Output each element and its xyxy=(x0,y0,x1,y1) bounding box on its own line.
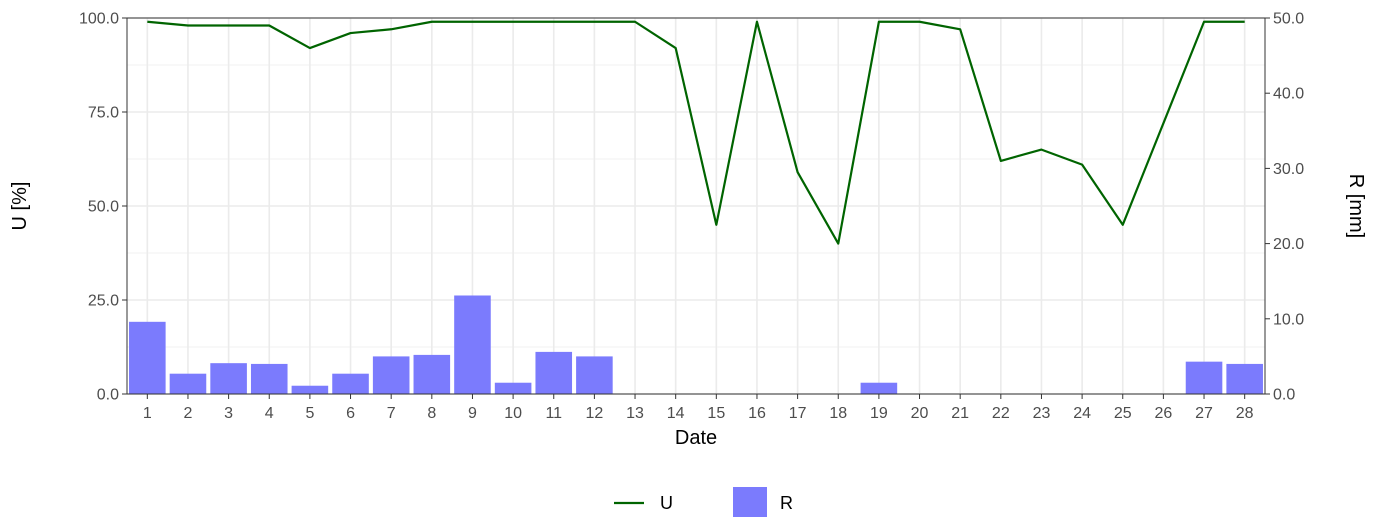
y-left-tick-label: 50.0 xyxy=(88,199,119,216)
r-bar xyxy=(454,295,491,394)
x-tick-label: 1 xyxy=(143,405,152,422)
x-axis-title: Date xyxy=(675,427,717,449)
r-bar xyxy=(372,356,410,394)
x-tick-label: 12 xyxy=(585,405,603,422)
x-tick-label: 14 xyxy=(667,405,685,422)
r-bars xyxy=(129,295,1263,394)
x-tick-label: 8 xyxy=(427,405,436,422)
r-bar xyxy=(129,321,166,394)
y-left-tick-label: 75.0 xyxy=(88,105,119,122)
x-tick-label: 23 xyxy=(1033,405,1051,422)
legend: U R xyxy=(614,487,793,517)
y-right-tick-label: 50.0 xyxy=(1273,11,1304,28)
x-tick-label: 22 xyxy=(992,405,1010,422)
y-right-tick-label: 30.0 xyxy=(1273,161,1304,178)
x-tick-label: 5 xyxy=(305,405,314,422)
r-bar xyxy=(413,354,451,394)
x-tick-label: 20 xyxy=(911,405,929,422)
y-right-tick-label: 40.0 xyxy=(1273,86,1304,103)
x-tick-label: 19 xyxy=(870,405,888,422)
x-tick-label: 11 xyxy=(545,405,562,422)
r-bar xyxy=(1185,361,1223,394)
r-bar xyxy=(169,373,207,394)
r-bar xyxy=(250,363,288,394)
x-tick-label: 6 xyxy=(346,405,355,422)
r-bar xyxy=(576,356,613,394)
x-tick-label: 24 xyxy=(1073,405,1091,422)
x-tick-label: 15 xyxy=(707,405,725,422)
x-tick-label: 7 xyxy=(387,405,396,422)
r-bar xyxy=(535,351,573,394)
x-tick-label: 28 xyxy=(1236,405,1254,422)
x-tick-label: 16 xyxy=(748,405,766,422)
y-axis-left-title: U [%] xyxy=(9,182,31,231)
r-bar xyxy=(1226,363,1263,394)
u-series-line xyxy=(147,20,1245,245)
y-left-tick-label: 25.0 xyxy=(88,293,119,310)
x-tick-label: 13 xyxy=(626,405,644,422)
y-axis-right-title: R [mm] xyxy=(1345,174,1367,238)
x-tick-label: 10 xyxy=(504,405,522,422)
r-bar xyxy=(494,382,532,394)
legend-u-label: U xyxy=(660,493,673,513)
x-tick-label: 25 xyxy=(1114,405,1132,422)
x-tick-label: 2 xyxy=(184,405,193,422)
y-left-tick-label: 100.0 xyxy=(79,11,119,28)
r-bar xyxy=(860,382,898,394)
r-bar xyxy=(210,363,247,394)
r-bar xyxy=(291,385,329,394)
y-right-tick-label: 20.0 xyxy=(1273,236,1304,253)
x-tick-label: 18 xyxy=(829,405,847,422)
x-tick-label: 26 xyxy=(1154,405,1172,422)
y-right-tick-label: 0.0 xyxy=(1273,387,1295,404)
x-tick-label: 21 xyxy=(951,405,969,422)
x-tick-label: 4 xyxy=(265,405,274,422)
legend-r-key xyxy=(733,487,767,517)
x-tick-label: 27 xyxy=(1195,405,1213,422)
x-tick-label: 9 xyxy=(468,405,477,422)
grid xyxy=(127,17,1265,395)
axes: 0.0 25.0 50.0 75.0 100.0 0.0 10.0 20.0 30.0 40.0 5… xyxy=(79,11,1304,423)
y-left-tick-label: 0.0 xyxy=(97,387,119,404)
legend-r-label: R xyxy=(780,493,793,513)
x-tick-label: 3 xyxy=(224,405,233,422)
x-tick-label: 17 xyxy=(789,405,807,422)
r-bar xyxy=(332,373,369,394)
y-right-tick-label: 10.0 xyxy=(1273,311,1304,328)
